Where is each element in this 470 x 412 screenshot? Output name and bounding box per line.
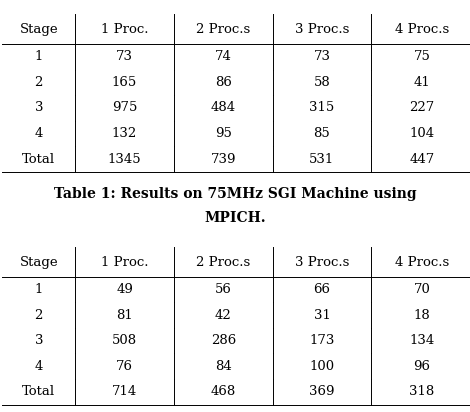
Text: 96: 96 — [413, 360, 431, 373]
Text: 173: 173 — [309, 334, 335, 347]
Text: 132: 132 — [112, 127, 137, 140]
Text: Table 1: Results on 75MHz SGI Machine using: Table 1: Results on 75MHz SGI Machine us… — [54, 187, 416, 201]
Text: 76: 76 — [116, 360, 133, 373]
Text: 95: 95 — [215, 127, 232, 140]
Text: 41: 41 — [414, 76, 430, 89]
Text: 369: 369 — [309, 385, 335, 398]
Text: 84: 84 — [215, 360, 232, 373]
Text: 315: 315 — [309, 101, 335, 115]
Text: Total: Total — [22, 385, 55, 398]
Text: 1345: 1345 — [108, 152, 141, 166]
Text: 468: 468 — [211, 385, 236, 398]
Text: 2 Proc.s: 2 Proc.s — [196, 23, 251, 36]
Text: 31: 31 — [313, 309, 330, 322]
Text: 81: 81 — [116, 309, 133, 322]
Text: 531: 531 — [309, 152, 335, 166]
Text: 73: 73 — [313, 50, 330, 63]
Text: 4: 4 — [35, 360, 43, 373]
Text: 1 Proc.: 1 Proc. — [101, 255, 149, 269]
Text: 1: 1 — [35, 50, 43, 63]
Text: MPICH.: MPICH. — [204, 211, 266, 225]
Text: Stage: Stage — [19, 23, 58, 36]
Text: 66: 66 — [313, 283, 330, 296]
Text: 42: 42 — [215, 309, 232, 322]
Text: 49: 49 — [116, 283, 133, 296]
Text: 3: 3 — [34, 101, 43, 115]
Text: 286: 286 — [211, 334, 236, 347]
Text: Stage: Stage — [19, 255, 58, 269]
Text: 85: 85 — [313, 127, 330, 140]
Text: 86: 86 — [215, 76, 232, 89]
Text: 318: 318 — [409, 385, 434, 398]
Text: 2 Proc.s: 2 Proc.s — [196, 255, 251, 269]
Text: 3 Proc.s: 3 Proc.s — [295, 23, 349, 36]
Text: 1: 1 — [35, 283, 43, 296]
Text: 4: 4 — [35, 127, 43, 140]
Text: 2: 2 — [35, 76, 43, 89]
Text: 739: 739 — [211, 152, 236, 166]
Text: 3: 3 — [34, 334, 43, 347]
Text: 18: 18 — [414, 309, 430, 322]
Text: 508: 508 — [112, 334, 137, 347]
Text: 104: 104 — [409, 127, 434, 140]
Text: 74: 74 — [215, 50, 232, 63]
Text: 1 Proc.: 1 Proc. — [101, 23, 149, 36]
Text: 227: 227 — [409, 101, 434, 115]
Text: 3 Proc.s: 3 Proc.s — [295, 255, 349, 269]
Text: 447: 447 — [409, 152, 434, 166]
Text: 484: 484 — [211, 101, 236, 115]
Text: 58: 58 — [313, 76, 330, 89]
Text: 73: 73 — [116, 50, 133, 63]
Text: 975: 975 — [112, 101, 137, 115]
Text: 165: 165 — [112, 76, 137, 89]
Text: 70: 70 — [414, 283, 430, 296]
Text: 714: 714 — [112, 385, 137, 398]
Text: 4 Proc.s: 4 Proc.s — [395, 255, 449, 269]
Text: Total: Total — [22, 152, 55, 166]
Text: 75: 75 — [414, 50, 430, 63]
Text: 56: 56 — [215, 283, 232, 296]
Text: 100: 100 — [309, 360, 335, 373]
Text: 134: 134 — [409, 334, 434, 347]
Text: 2: 2 — [35, 309, 43, 322]
Text: 4 Proc.s: 4 Proc.s — [395, 23, 449, 36]
